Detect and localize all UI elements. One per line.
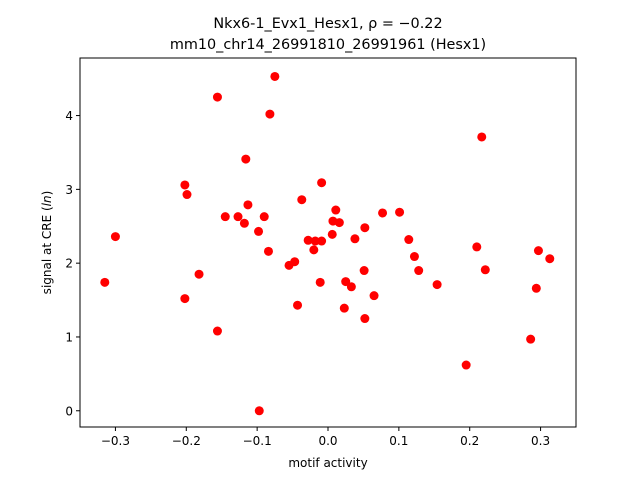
data-point	[310, 236, 320, 246]
data-point	[369, 291, 379, 301]
plot-frame	[79, 57, 577, 428]
data-point	[339, 303, 349, 313]
data-point	[331, 205, 341, 215]
data-point	[531, 283, 541, 293]
data-point	[290, 257, 300, 267]
data-point	[254, 406, 264, 416]
x-tick-label: 0.2	[460, 434, 479, 448]
data-point	[409, 252, 419, 262]
x-tick-label: −0.2	[172, 434, 201, 448]
data-point	[414, 266, 424, 276]
data-point	[297, 195, 307, 205]
data-point	[309, 245, 319, 255]
data-point	[317, 178, 327, 188]
data-point	[334, 218, 344, 228]
data-point	[212, 92, 222, 102]
y-axis-label: signal at CRE (ln)	[40, 191, 54, 295]
x-tick-label: 0.0	[318, 434, 337, 448]
data-point	[180, 180, 190, 190]
y-tick-label: 2	[65, 257, 73, 271]
data-point	[254, 226, 264, 236]
data-point	[404, 235, 414, 245]
x-tick-label: −0.3	[101, 434, 130, 448]
data-point	[243, 200, 253, 210]
data-point	[241, 154, 251, 164]
data-point	[432, 280, 442, 290]
data-point	[346, 282, 356, 292]
data-point	[359, 266, 369, 276]
data-point	[233, 212, 243, 222]
data-point	[545, 254, 555, 264]
data-point	[110, 232, 120, 242]
data-point	[472, 242, 482, 252]
data-point	[360, 314, 370, 324]
data-point	[480, 265, 490, 275]
y-tick-label: 4	[65, 109, 73, 123]
y-tick-label: 0	[65, 404, 73, 418]
chart-title-line-2: mm10_chr14_26991810_26991961 (Hesx1)	[170, 37, 486, 53]
data-point	[526, 334, 536, 344]
data-point	[360, 223, 370, 233]
data-point	[395, 207, 405, 217]
data-point	[259, 212, 269, 222]
y-tick-label: 3	[65, 183, 73, 197]
data-point	[303, 235, 313, 245]
data-point	[194, 269, 204, 279]
x-tick-label: −0.1	[243, 434, 272, 448]
x-tick-label: 0.3	[531, 434, 550, 448]
data-point	[180, 294, 190, 304]
data-point	[263, 246, 273, 256]
y-axis-ticks: 0 1 2 3 4	[65, 109, 80, 418]
data-point	[182, 190, 192, 200]
x-axis-label: motif activity	[288, 456, 367, 470]
x-axis-ticks: −0.3 −0.2 −0.1 0.0 0.1 0.2 0.3	[101, 427, 550, 448]
data-points	[100, 71, 555, 416]
data-point	[378, 208, 388, 218]
data-point	[270, 71, 280, 81]
y-tick-label: 1	[65, 330, 73, 344]
data-point	[315, 277, 325, 287]
chart-title-line-1: Nkx6-1_Evx1_Hesx1, ρ = −0.22	[213, 16, 442, 32]
data-point	[212, 326, 222, 336]
data-point	[100, 277, 110, 287]
data-point	[533, 246, 543, 256]
data-point	[461, 360, 471, 370]
data-point	[293, 300, 303, 310]
data-point	[350, 234, 360, 244]
data-point	[220, 212, 230, 222]
x-tick-label: 0.1	[389, 434, 408, 448]
data-point	[239, 218, 249, 228]
data-point	[327, 229, 337, 239]
data-point	[265, 109, 275, 119]
data-point	[477, 132, 487, 142]
data-point	[317, 236, 327, 246]
